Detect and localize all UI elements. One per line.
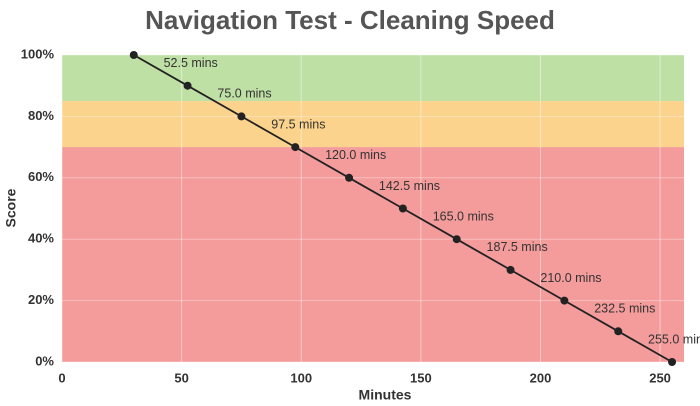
score-band [62,101,684,148]
marker [183,81,192,90]
x-tick-label: 150 [410,370,432,385]
marker [237,112,246,121]
x-axis-title: Minutes [359,387,412,403]
data-label: 120.0 mins [325,148,386,162]
x-tick-label: 250 [649,370,671,385]
marker [614,327,623,336]
y-tick-label: 60% [28,169,54,184]
y-tick-label: 100% [21,46,55,61]
data-label: 187.5 mins [487,240,548,254]
y-tick-label: 0% [35,353,54,368]
data-label: 232.5 mins [594,302,655,316]
marker [345,173,354,182]
marker [506,265,515,274]
x-tick-label: 0 [58,370,65,385]
data-label: 165.0 mins [433,209,494,223]
data-label: 75.0 mins [217,87,271,101]
y-tick-label: 40% [28,231,54,246]
marker [291,143,300,152]
score-band [62,147,684,362]
y-axis-title: Score [3,188,19,227]
marker [560,296,569,305]
marker [398,204,407,213]
x-tick-label: 50 [174,370,188,385]
data-label: 210.0 mins [540,271,601,285]
data-label: 255.0 mins [648,332,700,346]
x-tick-label: 100 [290,370,312,385]
chart-title: Navigation Test - Cleaning Speed [145,5,555,35]
data-label: 52.5 mins [164,56,218,70]
data-label: 97.5 mins [271,117,325,131]
y-tick-label: 20% [28,292,54,307]
marker [668,358,677,366]
marker [129,51,138,59]
data-label: 142.5 mins [379,179,440,193]
score-band [62,55,684,102]
marker [452,235,461,244]
y-tick-label: 80% [28,108,54,123]
x-tick-label: 200 [530,370,552,385]
